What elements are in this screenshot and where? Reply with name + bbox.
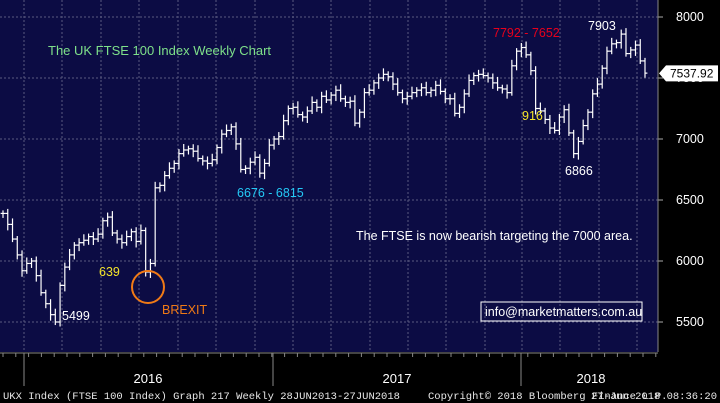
- price-bars: [0, 28, 648, 327]
- footer-timestamp: 27-Jun-2018 08:36:20: [591, 391, 717, 403]
- annotation-bearish-note: The FTSE is now bearish targeting the 70…: [356, 229, 633, 243]
- annotation-7903: 7903: [588, 19, 616, 33]
- y-tick-label: 7000: [676, 132, 704, 146]
- annotation-brexit: BREXIT: [162, 303, 208, 317]
- grid: [0, 0, 658, 352]
- contact-box: [480, 301, 643, 322]
- footer-copyright: Copyright© 2018 Bloomberg Finance L.P.: [428, 391, 667, 403]
- last-price-label: 7537.92: [670, 66, 714, 80]
- brexit-circle: [131, 270, 165, 304]
- annotation-7792-7652: 7792 - 7652: [493, 26, 560, 40]
- x-axis: 2016 2017 2018: [0, 352, 658, 386]
- footer-left: UKX Index (FTSE 100 Index) Graph 217 Wee…: [3, 391, 400, 403]
- y-tick-label: 5500: [676, 315, 704, 329]
- x-tick-label: 2018: [577, 371, 606, 386]
- annotation-639: 639: [99, 265, 120, 279]
- last-price-box: [659, 65, 718, 82]
- chart-title: The UK FTSE 100 Index Weekly Chart: [48, 43, 271, 58]
- y-axis: 550060006500700075008000: [657, 0, 704, 352]
- last-price-tag: 7537.92: [659, 65, 718, 82]
- annotation-6676-6815: 6676 - 6815: [237, 186, 304, 200]
- annotation-916: 916: [522, 109, 543, 123]
- x-tick-label: 2017: [383, 371, 412, 386]
- y-tick-label: 8000: [676, 10, 704, 24]
- annotation-6866: 6866: [565, 164, 593, 178]
- plot-area: [0, 0, 658, 352]
- contact-email[interactable]: info@marketmatters.com.au: [485, 305, 642, 319]
- y-tick-label: 6500: [676, 193, 704, 207]
- footer-bar: [0, 386, 720, 403]
- x-tick-label: 2016: [134, 371, 163, 386]
- y-tick-label: 6000: [676, 254, 704, 268]
- annotation-5499: 5499: [62, 309, 90, 323]
